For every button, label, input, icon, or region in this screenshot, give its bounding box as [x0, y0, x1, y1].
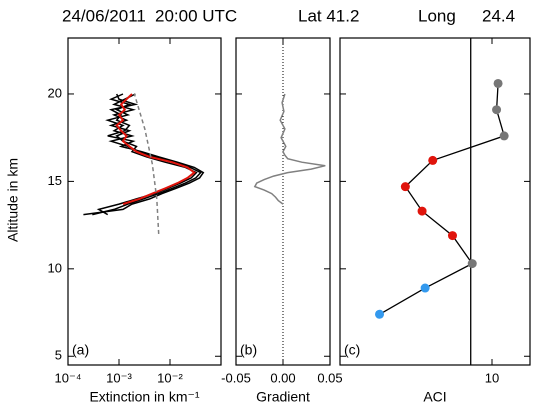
x-tick-label: 10 [485, 370, 499, 385]
profile-line [253, 93, 326, 205]
y-tick-label: 15 [48, 173, 62, 188]
point [417, 206, 427, 216]
panel-label: (c) [344, 342, 360, 358]
title-part: 20:00 UTC [155, 6, 237, 25]
profile-line [115, 93, 196, 206]
point [492, 105, 502, 115]
title-part: Long [418, 6, 456, 25]
title-part: 24/06/2011 [62, 6, 146, 25]
panel-frame [235, 37, 331, 366]
connecting-line [379, 83, 505, 315]
point [467, 259, 477, 269]
x-axis-label: Extinction in km⁻¹ [89, 389, 199, 405]
x-tick-label: 0.00 [270, 370, 295, 385]
point [375, 309, 385, 319]
panel-frame [339, 37, 531, 366]
x-tick-label: 0.05 [317, 370, 342, 385]
panel-label: (b) [240, 342, 257, 358]
title-part: 24.4 [482, 6, 515, 25]
x-tick-label: 10⁻⁴ [55, 370, 82, 385]
point [447, 231, 457, 241]
y-axis-label: Altitude in km [5, 158, 21, 242]
profile-line [133, 93, 160, 234]
y-tick-label: 20 [48, 85, 62, 100]
title-part: Lat 41.2 [298, 6, 359, 25]
y-tick-label: 10 [48, 260, 62, 275]
point [499, 131, 509, 141]
x-tick-label: 10⁻² [157, 370, 183, 385]
profile-line [92, 93, 202, 216]
point [400, 182, 410, 192]
x-tick-label: -0.05 [221, 370, 251, 385]
panel-label: (a) [72, 342, 89, 358]
x-axis-label: ACI [423, 389, 446, 405]
x-tick-label: 10⁻³ [106, 370, 132, 385]
point [428, 155, 438, 165]
point [493, 78, 503, 88]
y-tick-label: 5 [55, 348, 62, 363]
point [420, 283, 430, 293]
panel-frame [67, 37, 222, 366]
x-axis-label: Gradient [256, 389, 310, 405]
